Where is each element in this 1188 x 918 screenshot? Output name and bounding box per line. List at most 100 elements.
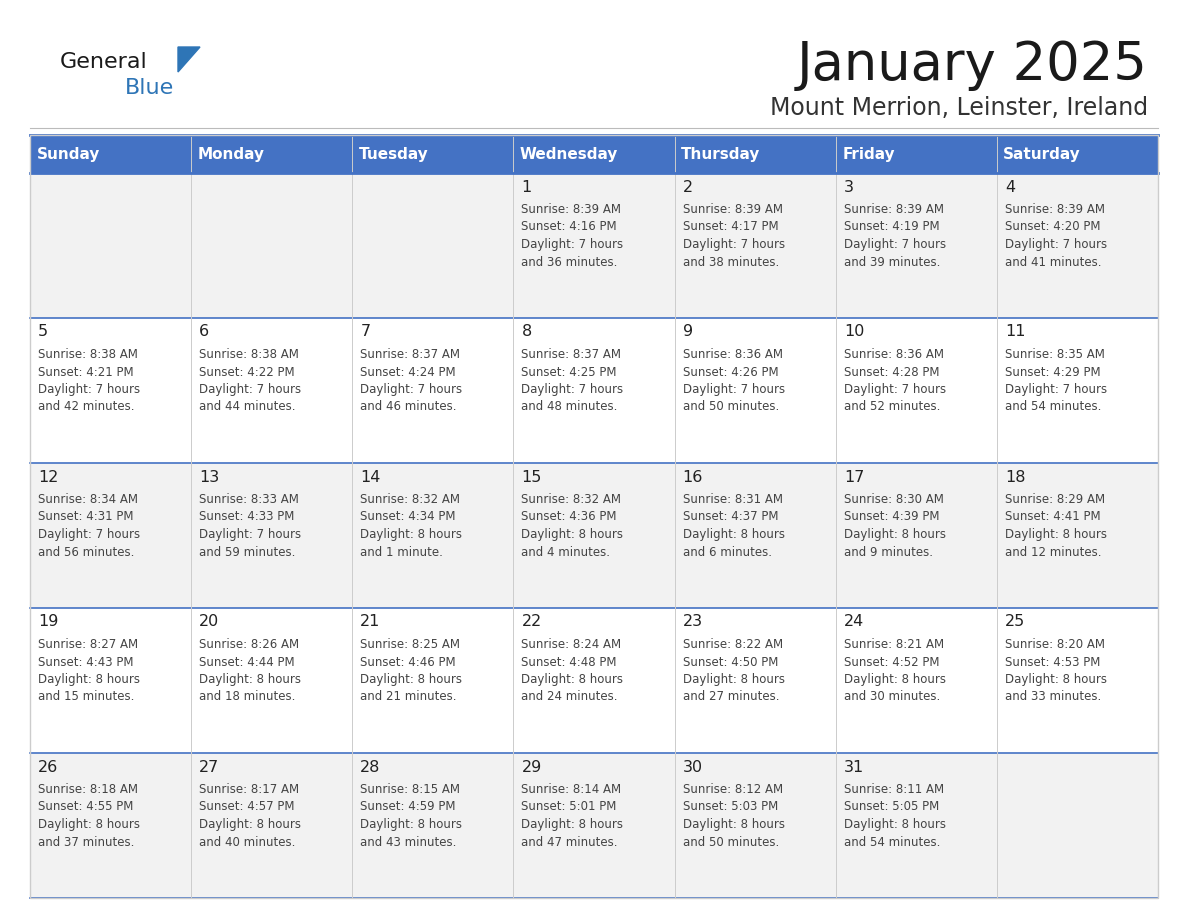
Text: Sunrise: 8:12 AM
Sunset: 5:03 PM
Daylight: 8 hours
and 50 minutes.: Sunrise: 8:12 AM Sunset: 5:03 PM Dayligh… bbox=[683, 783, 784, 848]
Text: 29: 29 bbox=[522, 759, 542, 775]
Text: 1: 1 bbox=[522, 180, 532, 195]
Bar bbox=[30, 135, 1158, 173]
Text: 16: 16 bbox=[683, 469, 703, 485]
Bar bbox=[513, 173, 675, 318]
Bar bbox=[997, 608, 1158, 753]
Text: Sunrise: 8:36 AM
Sunset: 4:26 PM
Daylight: 7 hours
and 50 minutes.: Sunrise: 8:36 AM Sunset: 4:26 PM Dayligh… bbox=[683, 348, 785, 413]
Text: Saturday: Saturday bbox=[1004, 147, 1081, 162]
Text: 14: 14 bbox=[360, 469, 380, 485]
Text: 11: 11 bbox=[1005, 324, 1025, 340]
Bar bbox=[513, 463, 675, 608]
Text: Sunrise: 8:21 AM
Sunset: 4:52 PM
Daylight: 8 hours
and 30 minutes.: Sunrise: 8:21 AM Sunset: 4:52 PM Dayligh… bbox=[843, 638, 946, 703]
Text: Tuesday: Tuesday bbox=[359, 147, 429, 162]
Polygon shape bbox=[178, 47, 200, 72]
Text: Sunrise: 8:22 AM
Sunset: 4:50 PM
Daylight: 8 hours
and 27 minutes.: Sunrise: 8:22 AM Sunset: 4:50 PM Dayligh… bbox=[683, 638, 784, 703]
Text: Sunrise: 8:11 AM
Sunset: 5:05 PM
Daylight: 8 hours
and 54 minutes.: Sunrise: 8:11 AM Sunset: 5:05 PM Dayligh… bbox=[843, 783, 946, 848]
Text: 10: 10 bbox=[843, 324, 864, 340]
Text: 30: 30 bbox=[683, 759, 703, 775]
Bar bbox=[191, 463, 353, 608]
Bar bbox=[30, 318, 191, 463]
Bar bbox=[353, 608, 513, 753]
Text: Sunrise: 8:30 AM
Sunset: 4:39 PM
Daylight: 8 hours
and 9 minutes.: Sunrise: 8:30 AM Sunset: 4:39 PM Dayligh… bbox=[843, 493, 946, 558]
Text: 26: 26 bbox=[38, 759, 58, 775]
Bar bbox=[997, 463, 1158, 608]
Bar bbox=[30, 135, 1158, 898]
Bar bbox=[835, 173, 997, 318]
Bar bbox=[30, 753, 191, 898]
Bar bbox=[835, 753, 997, 898]
Text: Sunrise: 8:26 AM
Sunset: 4:44 PM
Daylight: 8 hours
and 18 minutes.: Sunrise: 8:26 AM Sunset: 4:44 PM Dayligh… bbox=[200, 638, 302, 703]
Text: Thursday: Thursday bbox=[681, 147, 760, 162]
Text: 18: 18 bbox=[1005, 469, 1025, 485]
Bar bbox=[675, 753, 835, 898]
Text: Sunrise: 8:24 AM
Sunset: 4:48 PM
Daylight: 8 hours
and 24 minutes.: Sunrise: 8:24 AM Sunset: 4:48 PM Dayligh… bbox=[522, 638, 624, 703]
Text: Sunrise: 8:31 AM
Sunset: 4:37 PM
Daylight: 8 hours
and 6 minutes.: Sunrise: 8:31 AM Sunset: 4:37 PM Dayligh… bbox=[683, 493, 784, 558]
Text: Sunrise: 8:39 AM
Sunset: 4:20 PM
Daylight: 7 hours
and 41 minutes.: Sunrise: 8:39 AM Sunset: 4:20 PM Dayligh… bbox=[1005, 203, 1107, 268]
Text: 25: 25 bbox=[1005, 614, 1025, 630]
Text: Blue: Blue bbox=[125, 78, 175, 98]
Bar bbox=[513, 608, 675, 753]
Bar bbox=[835, 318, 997, 463]
Bar bbox=[997, 173, 1158, 318]
Text: January 2025: January 2025 bbox=[797, 39, 1148, 91]
Text: Monday: Monday bbox=[197, 147, 265, 162]
Text: Friday: Friday bbox=[842, 147, 895, 162]
Bar bbox=[675, 318, 835, 463]
Text: 4: 4 bbox=[1005, 180, 1015, 195]
Text: 9: 9 bbox=[683, 324, 693, 340]
Text: Mount Merrion, Leinster, Ireland: Mount Merrion, Leinster, Ireland bbox=[770, 96, 1148, 120]
Bar bbox=[353, 753, 513, 898]
Text: Sunrise: 8:37 AM
Sunset: 4:25 PM
Daylight: 7 hours
and 48 minutes.: Sunrise: 8:37 AM Sunset: 4:25 PM Dayligh… bbox=[522, 348, 624, 413]
Bar bbox=[997, 318, 1158, 463]
Text: 17: 17 bbox=[843, 469, 864, 485]
Text: Wednesday: Wednesday bbox=[520, 147, 618, 162]
Text: 22: 22 bbox=[522, 614, 542, 630]
Text: Sunrise: 8:39 AM
Sunset: 4:17 PM
Daylight: 7 hours
and 38 minutes.: Sunrise: 8:39 AM Sunset: 4:17 PM Dayligh… bbox=[683, 203, 785, 268]
Text: General: General bbox=[61, 52, 147, 72]
Bar bbox=[191, 173, 353, 318]
Text: 15: 15 bbox=[522, 469, 542, 485]
Bar bbox=[997, 753, 1158, 898]
Bar bbox=[353, 173, 513, 318]
Text: Sunrise: 8:34 AM
Sunset: 4:31 PM
Daylight: 7 hours
and 56 minutes.: Sunrise: 8:34 AM Sunset: 4:31 PM Dayligh… bbox=[38, 493, 140, 558]
Text: Sunrise: 8:37 AM
Sunset: 4:24 PM
Daylight: 7 hours
and 46 minutes.: Sunrise: 8:37 AM Sunset: 4:24 PM Dayligh… bbox=[360, 348, 462, 413]
Text: 3: 3 bbox=[843, 180, 854, 195]
Bar bbox=[191, 753, 353, 898]
Bar bbox=[835, 608, 997, 753]
Bar bbox=[835, 463, 997, 608]
Text: 8: 8 bbox=[522, 324, 532, 340]
Text: 2: 2 bbox=[683, 180, 693, 195]
Bar bbox=[191, 608, 353, 753]
Text: Sunrise: 8:27 AM
Sunset: 4:43 PM
Daylight: 8 hours
and 15 minutes.: Sunrise: 8:27 AM Sunset: 4:43 PM Dayligh… bbox=[38, 638, 140, 703]
Text: 19: 19 bbox=[38, 614, 58, 630]
Text: Sunrise: 8:14 AM
Sunset: 5:01 PM
Daylight: 8 hours
and 47 minutes.: Sunrise: 8:14 AM Sunset: 5:01 PM Dayligh… bbox=[522, 783, 624, 848]
Text: Sunrise: 8:39 AM
Sunset: 4:16 PM
Daylight: 7 hours
and 36 minutes.: Sunrise: 8:39 AM Sunset: 4:16 PM Dayligh… bbox=[522, 203, 624, 268]
Text: 24: 24 bbox=[843, 614, 864, 630]
Bar bbox=[30, 173, 191, 318]
Text: Sunrise: 8:29 AM
Sunset: 4:41 PM
Daylight: 8 hours
and 12 minutes.: Sunrise: 8:29 AM Sunset: 4:41 PM Dayligh… bbox=[1005, 493, 1107, 558]
Text: 12: 12 bbox=[38, 469, 58, 485]
Bar bbox=[513, 318, 675, 463]
Text: Sunrise: 8:25 AM
Sunset: 4:46 PM
Daylight: 8 hours
and 21 minutes.: Sunrise: 8:25 AM Sunset: 4:46 PM Dayligh… bbox=[360, 638, 462, 703]
Text: Sunrise: 8:32 AM
Sunset: 4:36 PM
Daylight: 8 hours
and 4 minutes.: Sunrise: 8:32 AM Sunset: 4:36 PM Dayligh… bbox=[522, 493, 624, 558]
Bar bbox=[191, 318, 353, 463]
Text: Sunrise: 8:15 AM
Sunset: 4:59 PM
Daylight: 8 hours
and 43 minutes.: Sunrise: 8:15 AM Sunset: 4:59 PM Dayligh… bbox=[360, 783, 462, 848]
Text: 5: 5 bbox=[38, 324, 49, 340]
Text: Sunrise: 8:39 AM
Sunset: 4:19 PM
Daylight: 7 hours
and 39 minutes.: Sunrise: 8:39 AM Sunset: 4:19 PM Dayligh… bbox=[843, 203, 946, 268]
Text: 23: 23 bbox=[683, 614, 703, 630]
Bar bbox=[30, 608, 191, 753]
Bar bbox=[353, 318, 513, 463]
Bar bbox=[675, 463, 835, 608]
Text: Sunrise: 8:18 AM
Sunset: 4:55 PM
Daylight: 8 hours
and 37 minutes.: Sunrise: 8:18 AM Sunset: 4:55 PM Dayligh… bbox=[38, 783, 140, 848]
Text: Sunrise: 8:20 AM
Sunset: 4:53 PM
Daylight: 8 hours
and 33 minutes.: Sunrise: 8:20 AM Sunset: 4:53 PM Dayligh… bbox=[1005, 638, 1107, 703]
Text: Sunday: Sunday bbox=[37, 147, 100, 162]
Bar bbox=[353, 463, 513, 608]
Text: 6: 6 bbox=[200, 324, 209, 340]
Text: 21: 21 bbox=[360, 614, 380, 630]
Bar bbox=[30, 463, 191, 608]
Text: 31: 31 bbox=[843, 759, 864, 775]
Bar bbox=[675, 173, 835, 318]
Text: 28: 28 bbox=[360, 759, 380, 775]
Text: Sunrise: 8:38 AM
Sunset: 4:21 PM
Daylight: 7 hours
and 42 minutes.: Sunrise: 8:38 AM Sunset: 4:21 PM Dayligh… bbox=[38, 348, 140, 413]
Text: Sunrise: 8:32 AM
Sunset: 4:34 PM
Daylight: 8 hours
and 1 minute.: Sunrise: 8:32 AM Sunset: 4:34 PM Dayligh… bbox=[360, 493, 462, 558]
